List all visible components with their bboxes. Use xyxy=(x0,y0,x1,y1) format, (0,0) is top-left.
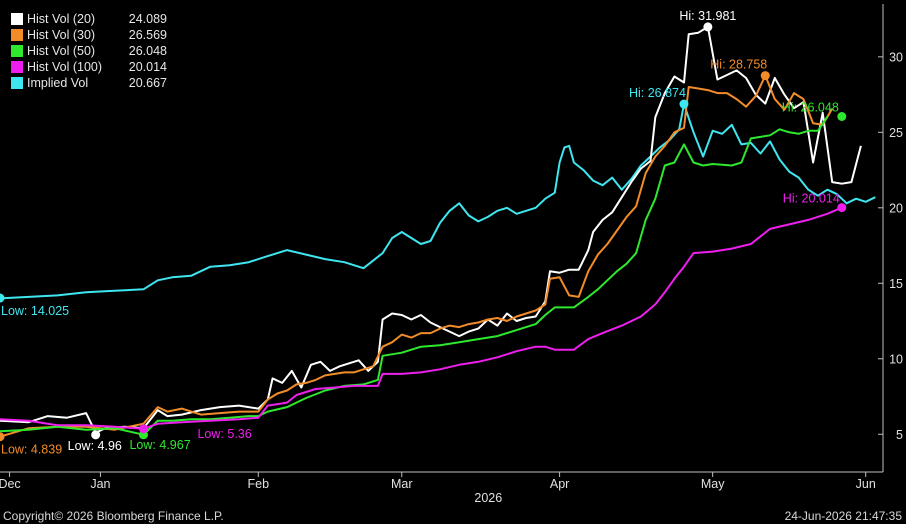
legend-value: 24.089 xyxy=(128,12,167,26)
series-line-hv50 xyxy=(0,115,829,436)
x-tick-label: Feb xyxy=(248,477,270,491)
y-tick-label: 15 xyxy=(889,277,903,291)
legend: Hist Vol (20) 24.089 Hist Vol (30) 26.56… xyxy=(7,9,171,93)
high-marker-hv50 xyxy=(837,112,847,122)
timestamp-text: 24-Jun-2026 21:47:35 xyxy=(784,509,902,523)
low-marker-hv100 xyxy=(138,424,148,434)
high-marker-implied xyxy=(679,99,689,109)
legend-swatch xyxy=(11,61,23,73)
x-tick-label: Apr xyxy=(550,477,569,491)
series-lines xyxy=(0,25,876,438)
y-tick-label: 20 xyxy=(889,201,903,215)
hi-low-markers: Low: 14.025 Low: 4.839 Low: 4.96 Low: 4.967… xyxy=(0,9,847,457)
legend-value: 20.014 xyxy=(128,60,167,74)
high-label-hv20: Hi: 31.981 xyxy=(679,9,736,23)
copyright-text: Copyright© 2026 Bloomberg Finance L.P. xyxy=(3,509,224,523)
legend-swatch xyxy=(11,45,23,57)
low-label-hv100: Low: 5.36 xyxy=(197,427,251,441)
y-tick-label: 25 xyxy=(889,126,903,140)
high-marker-hv30 xyxy=(760,71,770,81)
high-label-implied: Hi: 26.874 xyxy=(629,86,686,100)
x-tick-label: Dec xyxy=(0,477,21,491)
y-tick-label: 30 xyxy=(889,50,903,64)
legend-value: 26.569 xyxy=(128,28,167,42)
low-label-hv20: Low: 4.96 xyxy=(68,439,122,453)
low-label-implied: Low: 14.025 xyxy=(1,304,69,318)
legend-item: Hist Vol (50) 26.048 xyxy=(11,43,167,59)
x-tick-label: Jan xyxy=(90,477,110,491)
legend-item: Hist Vol (30) 26.569 xyxy=(11,27,167,43)
low-label-hv30: Low: 4.839 xyxy=(1,443,62,457)
high-marker-hv100 xyxy=(837,203,847,213)
legend-label: Hist Vol (50) xyxy=(27,44,96,58)
legend-swatch xyxy=(11,29,23,41)
axes: 5 10 15 20 25 30 Dec Jan Feb Mar Apr May Jun 2026 xyxy=(0,4,903,505)
low-marker-hv30 xyxy=(0,432,5,442)
legend-swatch xyxy=(11,77,23,89)
legend-value: 26.048 xyxy=(128,44,167,58)
high-label-hv100: Hi: 20.014 xyxy=(783,192,840,206)
legend-label: Implied Vol xyxy=(27,76,89,90)
series-line-hv30 xyxy=(0,74,834,438)
high-label-hv50: Hi: 26.048 xyxy=(782,101,839,115)
series-line-implied xyxy=(0,103,876,300)
x-tick-label: Jun xyxy=(856,477,876,491)
legend-item: Hist Vol (100) 20.014 xyxy=(11,59,167,75)
low-marker-hv20 xyxy=(91,430,101,440)
series-line-hv20 xyxy=(0,25,862,434)
legend-swatch xyxy=(11,13,23,25)
legend-label: Hist Vol (100) xyxy=(27,60,103,74)
low-label-hv50: Low: 4.967 xyxy=(129,438,190,452)
legend-value: 20.667 xyxy=(128,76,167,90)
x-tick-label: Mar xyxy=(391,477,413,491)
legend-item: Hist Vol (20) 24.089 xyxy=(11,11,167,27)
legend-label: Hist Vol (30) xyxy=(27,28,96,42)
y-tick-label: 10 xyxy=(889,352,903,366)
low-marker-implied xyxy=(0,293,5,303)
y-tick-label: 5 xyxy=(896,428,903,442)
x-year-label: 2026 xyxy=(474,491,502,505)
series-line-hv100 xyxy=(0,206,843,430)
legend-label: Hist Vol (20) xyxy=(27,12,96,26)
high-label-hv30: Hi: 28.758 xyxy=(710,58,767,72)
high-marker-hv20 xyxy=(703,22,713,32)
x-tick-label: May xyxy=(701,477,725,491)
legend-item: Implied Vol 20.667 xyxy=(11,75,167,91)
